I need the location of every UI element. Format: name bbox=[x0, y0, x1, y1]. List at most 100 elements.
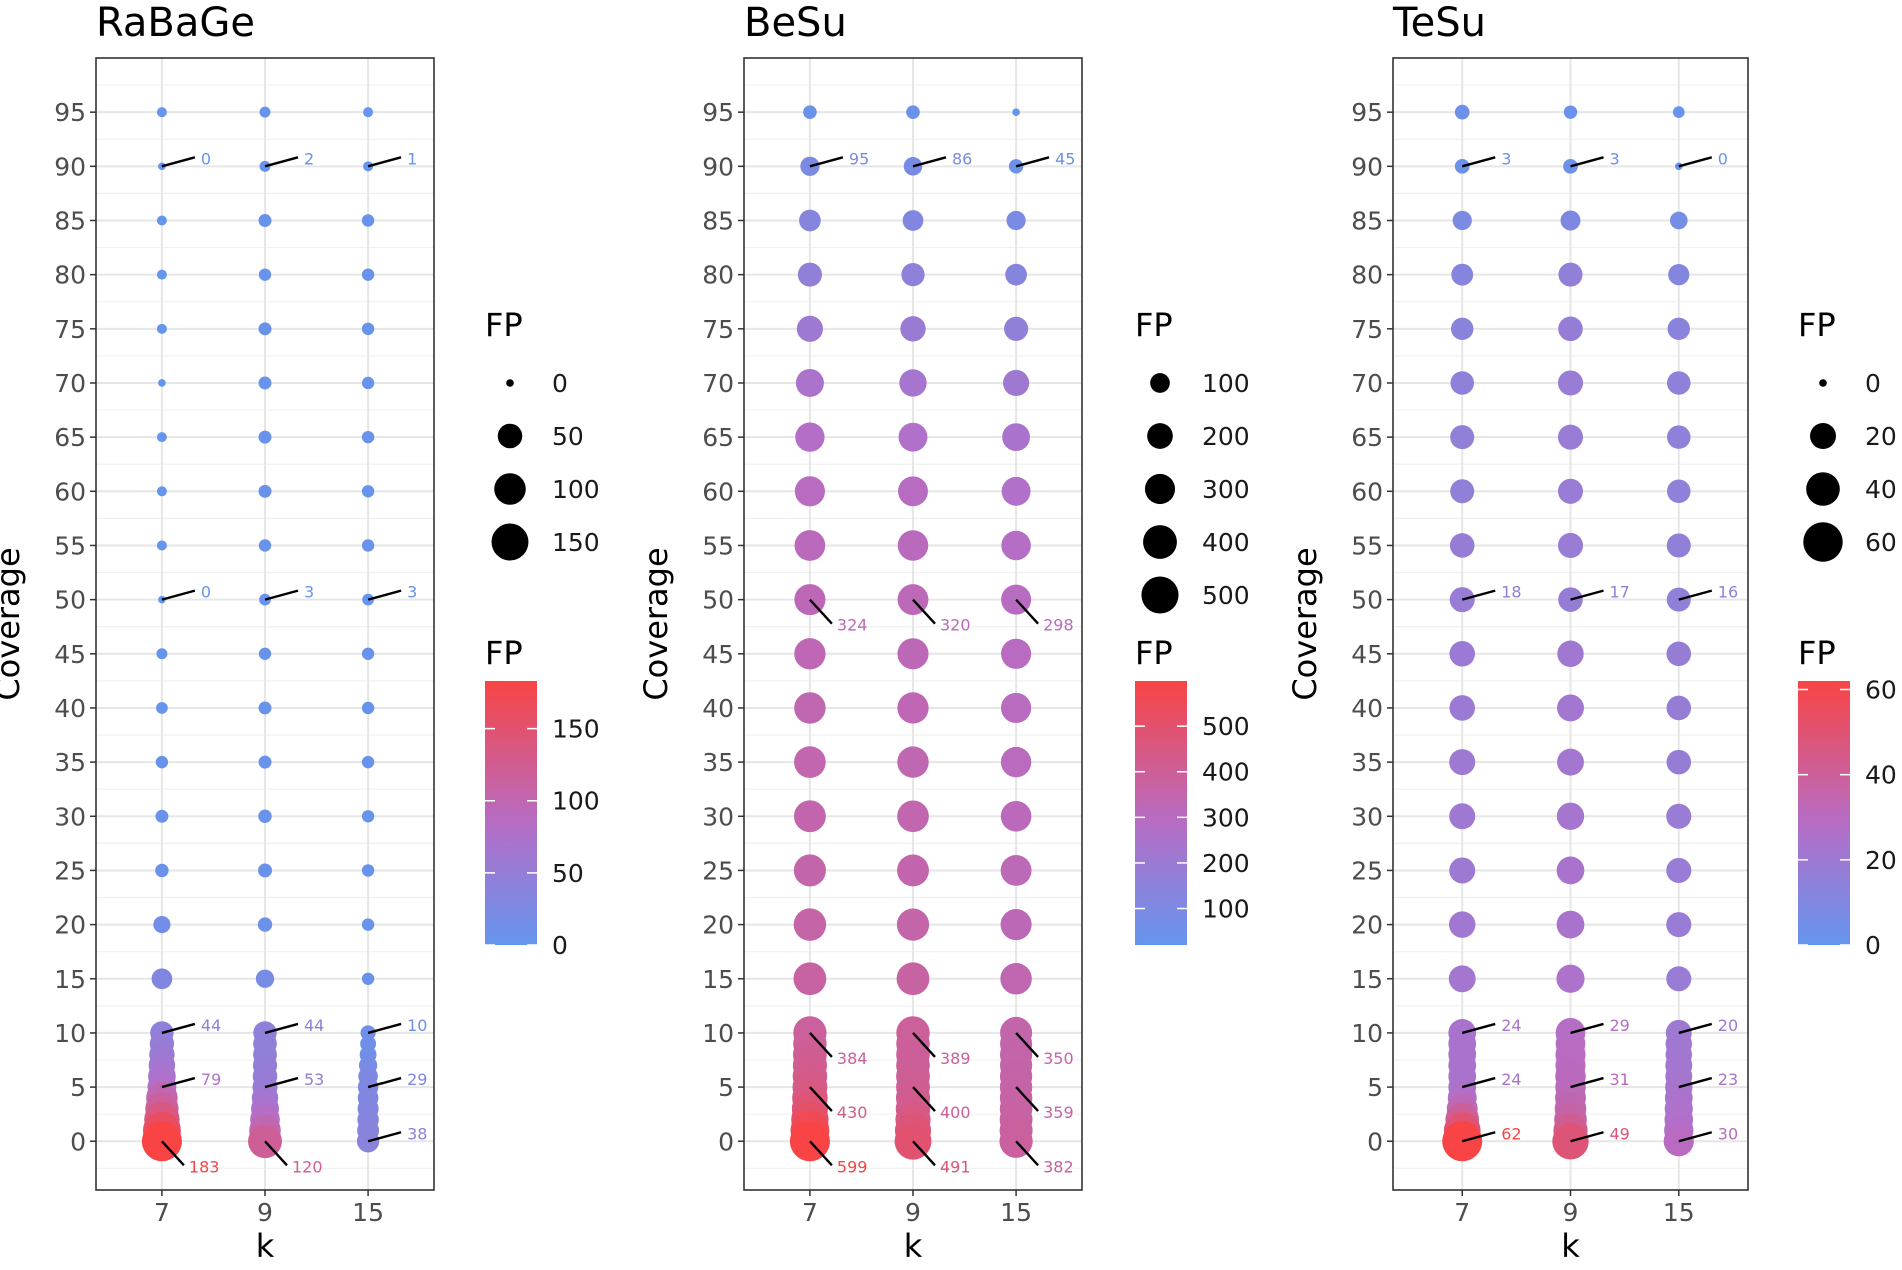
annotation-label: 38 bbox=[407, 1124, 427, 1143]
y-tick-label: 20 bbox=[54, 911, 86, 940]
data-point bbox=[797, 262, 822, 287]
annotation-leader bbox=[264, 1140, 288, 1167]
size-legend-label: 40 bbox=[1865, 475, 1897, 504]
data-point bbox=[363, 107, 374, 118]
data-point bbox=[361, 539, 375, 552]
y-tick-label: 80 bbox=[702, 261, 734, 290]
data-point bbox=[897, 638, 929, 670]
annotation-leader bbox=[1570, 1076, 1604, 1089]
color-legend: FP 0 20 40 60 bbox=[1798, 634, 1897, 960]
color-legend: FP 0 50 100 150 bbox=[485, 634, 600, 960]
y-tick-label: 95 bbox=[54, 98, 86, 127]
data-point bbox=[793, 908, 827, 941]
data-point bbox=[1667, 371, 1691, 395]
y-tick-label: 55 bbox=[54, 531, 86, 560]
annotation-leader bbox=[1015, 1140, 1039, 1167]
annotation-leader bbox=[264, 1076, 299, 1089]
size-legend-label: 200 bbox=[1202, 422, 1250, 451]
color-legend-label: 100 bbox=[552, 787, 600, 816]
y-tick-label: 50 bbox=[54, 586, 86, 615]
size-legend-title: FP bbox=[1135, 306, 1173, 344]
data-point bbox=[258, 539, 272, 552]
color-legend-label: 150 bbox=[552, 715, 600, 744]
data-point bbox=[1556, 964, 1585, 993]
x-tick-label: 15 bbox=[1000, 1198, 1032, 1227]
size-legend-label: 100 bbox=[552, 475, 600, 504]
annotation-leader bbox=[1015, 1032, 1039, 1058]
annotation-label: 2 bbox=[304, 149, 314, 168]
data-point bbox=[361, 268, 375, 281]
y-tick-label: 75 bbox=[702, 315, 734, 344]
data-point bbox=[1558, 262, 1583, 287]
data-point bbox=[156, 432, 167, 443]
y-tick-label: 60 bbox=[702, 477, 734, 506]
data-point bbox=[1557, 370, 1584, 396]
data-point bbox=[258, 809, 272, 824]
y-tick-label: 50 bbox=[702, 586, 734, 615]
color-legend-bar bbox=[1135, 681, 1187, 945]
data-point bbox=[795, 422, 825, 452]
data-point bbox=[1666, 533, 1691, 558]
data-point bbox=[897, 800, 929, 833]
data-point bbox=[361, 376, 375, 390]
x-tick-label: 7 bbox=[1454, 1198, 1470, 1227]
data-point bbox=[1001, 638, 1032, 669]
annotation-leader bbox=[809, 1032, 833, 1058]
y-tick-label: 55 bbox=[1351, 531, 1383, 560]
y-tick-label: 0 bbox=[1367, 1127, 1383, 1156]
data-point bbox=[1451, 317, 1474, 341]
y-tick-label: 45 bbox=[54, 640, 86, 669]
data-point bbox=[900, 316, 926, 342]
annotation-label: 599 bbox=[837, 1157, 868, 1176]
data-point bbox=[1666, 966, 1692, 992]
x-tick-label: 9 bbox=[905, 1198, 921, 1227]
data-point bbox=[1451, 263, 1474, 286]
annotation-label: 62 bbox=[1501, 1124, 1521, 1143]
annotation-leader bbox=[367, 1076, 402, 1089]
size-legend-key bbox=[1810, 423, 1836, 449]
annotation-leader bbox=[1678, 1131, 1713, 1143]
data-point bbox=[258, 647, 272, 660]
y-tick-label: 25 bbox=[1351, 856, 1383, 885]
annotation-leader bbox=[1015, 1086, 1039, 1112]
annotation-label: 350 bbox=[1043, 1049, 1074, 1068]
y-tick-label: 85 bbox=[54, 206, 86, 235]
data-point bbox=[156, 540, 167, 551]
data-point bbox=[155, 755, 169, 769]
y-tick-label: 10 bbox=[54, 1019, 86, 1048]
facet-tesu: TeSu051015202530354045505560657075808590… bbox=[1286, 0, 1897, 1265]
y-tick-label: 10 bbox=[1351, 1019, 1383, 1048]
y-tick-label: 20 bbox=[1351, 911, 1383, 940]
data-point bbox=[896, 962, 930, 996]
annotation-leader bbox=[1015, 156, 1050, 168]
color-legend-label: 40 bbox=[1865, 761, 1897, 790]
annotation-leader bbox=[1570, 156, 1604, 168]
color-legend-label: 400 bbox=[1202, 758, 1250, 787]
annotation-leader bbox=[367, 1022, 402, 1035]
annotation-label: 17 bbox=[1610, 583, 1630, 602]
size-legend-title: FP bbox=[1798, 306, 1836, 344]
y-tick-label: 55 bbox=[702, 531, 734, 560]
data-point bbox=[1006, 210, 1026, 231]
color-legend-label: 0 bbox=[552, 931, 568, 960]
y-tick-label: 5 bbox=[718, 1073, 734, 1102]
data-point bbox=[897, 692, 929, 724]
data-point bbox=[1666, 695, 1692, 721]
annotation-leader bbox=[1570, 589, 1604, 601]
annotation-label: 3 bbox=[304, 583, 314, 602]
data-point bbox=[897, 530, 929, 561]
data-point bbox=[1674, 162, 1683, 171]
annotation-label: 3 bbox=[1610, 149, 1620, 168]
color-legend-bar bbox=[485, 681, 537, 945]
y-tick-label: 0 bbox=[70, 1127, 86, 1156]
annotation-label: 79 bbox=[201, 1070, 221, 1089]
data-point bbox=[794, 476, 825, 507]
annotation-label: 382 bbox=[1043, 1157, 1074, 1176]
y-tick-label: 30 bbox=[1351, 802, 1383, 831]
annotation-label: 44 bbox=[304, 1016, 324, 1035]
data-point bbox=[258, 430, 272, 444]
y-tick-label: 65 bbox=[54, 423, 86, 452]
data-point bbox=[258, 701, 272, 715]
data-point bbox=[1000, 855, 1032, 886]
x-tick-label: 7 bbox=[802, 1198, 818, 1227]
